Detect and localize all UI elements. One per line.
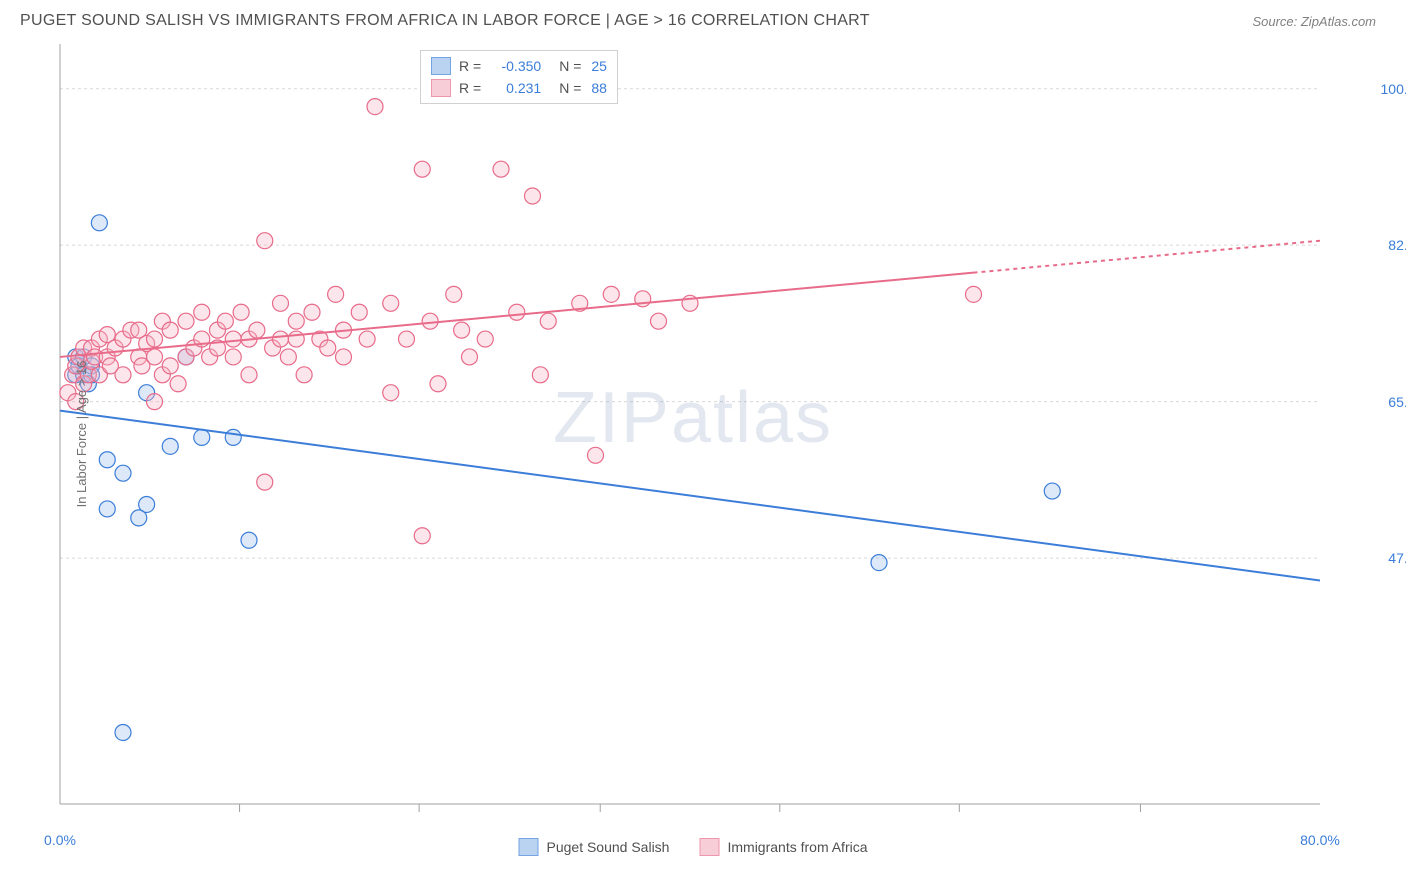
data-point [296, 367, 312, 383]
data-point [351, 304, 367, 320]
chart-container: In Labor Force | Age > 16 ZIPatlas R = -… [20, 44, 1366, 824]
legend-n-value: 25 [591, 58, 607, 74]
legend-r-value: -0.350 [491, 58, 541, 74]
data-point [509, 304, 525, 320]
data-point [399, 331, 415, 347]
data-point [603, 286, 619, 302]
data-point [241, 367, 257, 383]
legend-series-item: Puget Sound Salish [518, 838, 669, 856]
data-point [170, 376, 186, 392]
data-point [477, 331, 493, 347]
data-point [162, 358, 178, 374]
data-point [194, 304, 210, 320]
data-point [273, 295, 289, 311]
data-point [162, 438, 178, 454]
data-point [359, 331, 375, 347]
data-point [320, 340, 336, 356]
legend-r-value: 0.231 [491, 80, 541, 96]
data-point [588, 447, 604, 463]
y-tick-label: 65.0% [1388, 394, 1406, 410]
data-point [99, 501, 115, 517]
data-point [336, 349, 352, 365]
data-point [540, 313, 556, 329]
data-point [257, 233, 273, 249]
data-point [288, 331, 304, 347]
data-point [328, 286, 344, 302]
legend-n-value: 88 [591, 80, 607, 96]
data-point [91, 215, 107, 231]
data-point [454, 322, 470, 338]
legend-series-item: Immigrants from Africa [699, 838, 867, 856]
legend-swatch [431, 79, 451, 97]
x-tick-label: 80.0% [1300, 832, 1340, 848]
legend-series-label: Immigrants from Africa [727, 839, 867, 855]
data-point [422, 313, 438, 329]
data-point [147, 331, 163, 347]
legend-stats-row: R = 0.231 N = 88 [431, 77, 607, 99]
data-point [1044, 483, 1060, 499]
data-point [225, 349, 241, 365]
data-point [446, 286, 462, 302]
legend-series-label: Puget Sound Salish [546, 839, 669, 855]
legend-swatch [699, 838, 719, 856]
legend-stats-row: R = -0.350 N = 25 [431, 55, 607, 77]
y-tick-label: 100.0% [1381, 81, 1406, 97]
legend-n-label: N = [559, 80, 581, 96]
data-point [194, 429, 210, 445]
data-point [162, 322, 178, 338]
data-point [131, 510, 147, 526]
data-point [273, 331, 289, 347]
data-point [280, 349, 296, 365]
data-point [115, 367, 131, 383]
data-point [178, 313, 194, 329]
data-point [115, 465, 131, 481]
data-point [383, 385, 399, 401]
data-point [493, 161, 509, 177]
data-point [147, 394, 163, 410]
data-point [871, 555, 887, 571]
data-point [147, 349, 163, 365]
source-attribution: Source: ZipAtlas.com [1252, 14, 1376, 29]
data-point [532, 367, 548, 383]
legend-stats-box: R = -0.350 N = 25 R = 0.231 N = 88 [420, 50, 618, 104]
legend-swatch [431, 57, 451, 75]
data-point [257, 474, 273, 490]
data-point [651, 313, 667, 329]
data-point [414, 161, 430, 177]
chart-title: PUGET SOUND SALISH VS IMMIGRANTS FROM AF… [20, 12, 870, 30]
data-point [525, 188, 541, 204]
data-point [462, 349, 478, 365]
legend-swatch [518, 838, 538, 856]
data-point [414, 528, 430, 544]
scatter-chart [20, 44, 1320, 824]
data-point [430, 376, 446, 392]
data-point [225, 429, 241, 445]
trend-line [60, 411, 1320, 581]
data-point [217, 313, 233, 329]
data-point [288, 313, 304, 329]
y-tick-label: 47.5% [1388, 550, 1406, 566]
data-point [241, 532, 257, 548]
data-point [304, 304, 320, 320]
y-axis-label: In Labor Force | Age > 16 [74, 361, 89, 508]
data-point [99, 452, 115, 468]
data-point [383, 295, 399, 311]
data-point [367, 99, 383, 115]
data-point [249, 322, 265, 338]
legend-r-label: R = [459, 58, 481, 74]
x-tick-label: 0.0% [44, 832, 76, 848]
data-point [115, 724, 131, 740]
legend-r-label: R = [459, 80, 481, 96]
y-tick-label: 82.5% [1388, 237, 1406, 253]
data-point [966, 286, 982, 302]
data-point [225, 331, 241, 347]
legend-series: Puget Sound Salish Immigrants from Afric… [518, 838, 867, 856]
data-point [233, 304, 249, 320]
legend-n-label: N = [559, 58, 581, 74]
